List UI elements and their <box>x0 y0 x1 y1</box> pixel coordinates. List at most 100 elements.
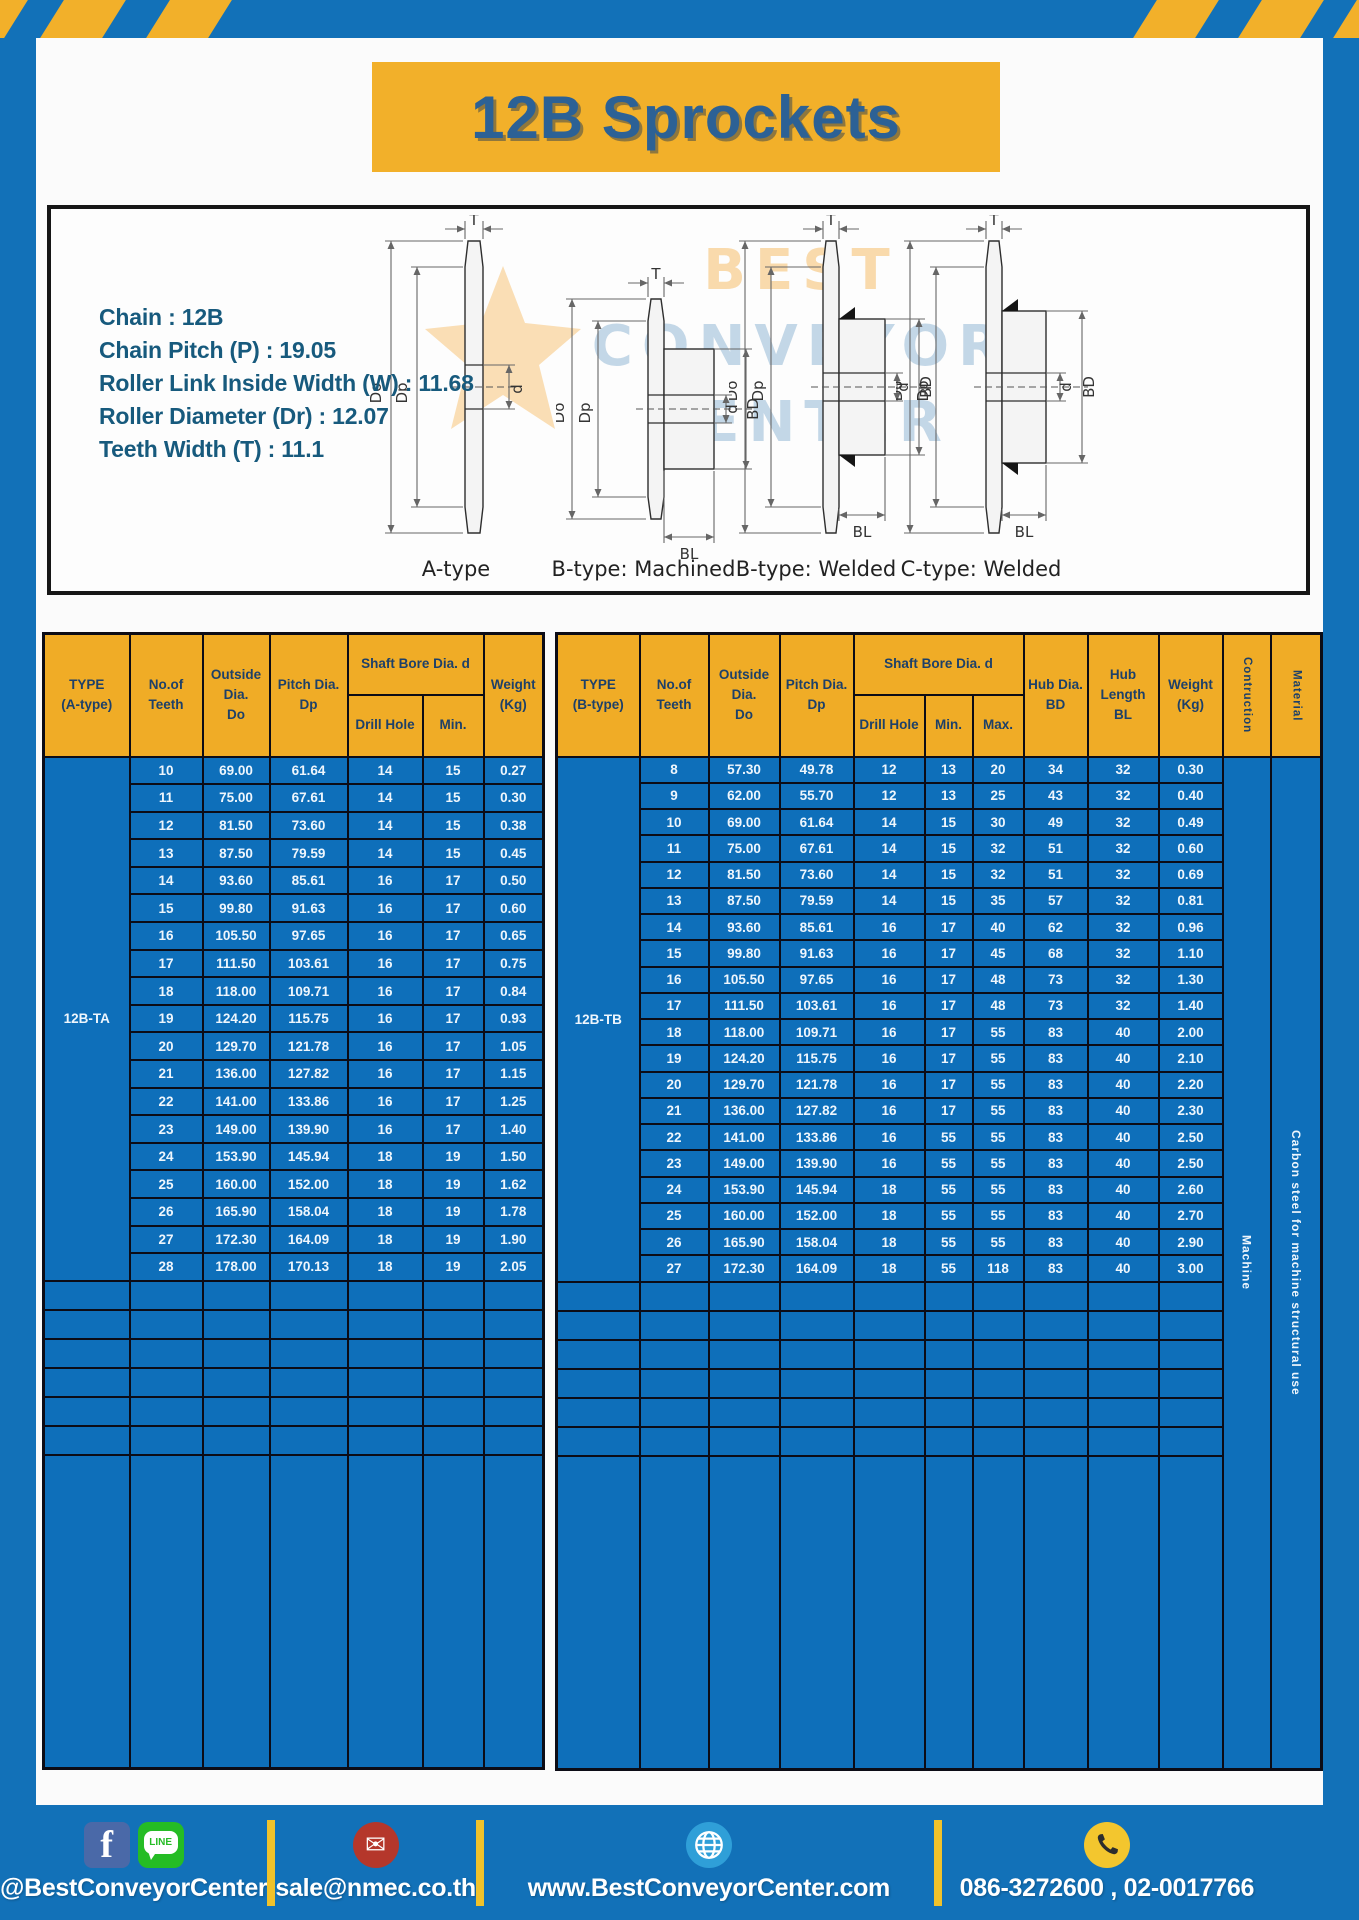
empty-cell <box>971 1396 1025 1428</box>
table-cell: 32 <box>1086 860 1160 889</box>
empty-row <box>42 1279 545 1311</box>
globe-icon[interactable] <box>685 1822 732 1868</box>
table-cell: 73.60 <box>268 810 349 841</box>
facebook-icon[interactable]: f <box>83 1822 130 1868</box>
empty-cell <box>1086 1454 1160 1771</box>
table-row: 23 149.00 139.90 16 55 55 83 40 2.50 <box>557 1149 1322 1178</box>
table-cell: 69.00 <box>707 807 781 837</box>
empty-row <box>555 1280 1322 1312</box>
svg-text:d: d <box>723 404 741 414</box>
table-cell: 13 <box>128 838 204 868</box>
table-cell: 16 <box>852 1044 926 1073</box>
table-cell: 55 <box>923 1254 974 1283</box>
table-cell: 160.00 <box>201 1169 271 1199</box>
col-header-teeth: No.of Teeth <box>128 632 204 758</box>
col-header-drill-hole: Drill Hole <box>852 693 926 758</box>
table-cell: 83 <box>1022 1096 1089 1126</box>
table-cell: 0.60 <box>482 893 545 924</box>
table-cell: 19 <box>128 1003 204 1034</box>
table-row: 11 75.00 67.61 14 15 32 51 32 0.60 <box>557 834 1322 863</box>
table-cell: 19 <box>421 1169 485 1199</box>
diagram-label: C-type: Welded <box>900 557 1062 581</box>
empty-cell <box>482 1337 545 1369</box>
empty-cell <box>42 1308 131 1340</box>
table-cell: 13 <box>638 886 710 916</box>
phone-icon[interactable] <box>1083 1822 1130 1868</box>
empty-cell <box>268 1424 349 1456</box>
empty-cell <box>971 1425 1025 1457</box>
empty-cell <box>346 1279 424 1311</box>
table-cell: 16 <box>852 912 926 942</box>
table-cell: 73 <box>1022 991 1089 1021</box>
table-cell: 129.70 <box>201 1031 271 1062</box>
table-row: 19 124.20 115.75 16 17 55 83 40 2.10 <box>557 1044 1322 1073</box>
table-cell: 12 <box>128 810 204 841</box>
empty-row <box>42 1395 545 1427</box>
spec-line: Chain Pitch (P) : 19.05 <box>99 337 336 363</box>
table-cell: 99.80 <box>201 893 271 924</box>
table-cell: 24 <box>638 1175 710 1204</box>
table-cell: 26 <box>638 1227 710 1257</box>
col-header-material: Material <box>1269 632 1323 758</box>
email-icon[interactable]: ✉ <box>352 1822 399 1868</box>
line-icon[interactable]: LINE <box>137 1822 184 1868</box>
empty-cell <box>482 1308 545 1340</box>
empty-cell <box>346 1308 424 1340</box>
social-group: f LINE @BestConveyorCenter <box>0 1822 268 1903</box>
table-cell: 9 <box>638 781 710 811</box>
table-cell: 25 <box>971 781 1025 811</box>
empty-cell <box>852 1454 926 1771</box>
table-cell: 0.81 <box>1157 886 1224 916</box>
table-cell: 40 <box>1086 1017 1160 1047</box>
table-cell: 139.90 <box>778 1149 855 1178</box>
table-row: 18 118.00 109.71 16 17 0.84 <box>44 976 545 1006</box>
table-row: 26 165.90 158.04 18 19 1.78 <box>44 1197 545 1227</box>
empty-row <box>42 1337 545 1369</box>
table-cell: 105.50 <box>707 965 781 994</box>
table-cell: 0.69 <box>1157 860 1224 889</box>
table-cell: 124.20 <box>201 1003 271 1034</box>
empty-cell <box>1022 1425 1089 1457</box>
table-cell: 16 <box>346 1086 424 1117</box>
empty-cell <box>923 1280 974 1312</box>
empty-cell <box>971 1367 1025 1399</box>
empty-cell <box>201 1395 271 1427</box>
table-cell: 19 <box>638 1044 710 1073</box>
table-cell: 17 <box>128 948 204 979</box>
table-cell: 1.50 <box>482 1141 545 1172</box>
table-cell: 133.86 <box>268 1086 349 1117</box>
table-cell: 48 <box>971 965 1025 994</box>
empty-cell <box>421 1453 485 1770</box>
empty-cell <box>346 1453 424 1770</box>
table-cell: 40 <box>1086 1096 1160 1126</box>
social-handle[interactable]: @BestConveyorCenter <box>0 1874 268 1902</box>
table-cell: 40 <box>1086 1227 1160 1257</box>
table-cell: 18 <box>638 1017 710 1047</box>
table-cell: 32 <box>1086 781 1160 811</box>
table-cell: 27 <box>128 1224 204 1255</box>
phone-numbers[interactable]: 086-3272600 , 02-0017766 <box>959 1874 1255 1902</box>
col-header-drill-hole: Drill Hole <box>346 693 424 758</box>
b-type-welded-diagram: T Do Dp d BD BL <box>729 215 934 541</box>
empty-cell <box>852 1280 926 1312</box>
table-cell: 15 <box>923 860 974 889</box>
empty-cell <box>201 1453 271 1770</box>
table-cell: 2.10 <box>1157 1044 1224 1073</box>
table-cell: 15 <box>638 939 710 968</box>
table-cell: 17 <box>421 893 485 924</box>
table-cell: 141.00 <box>707 1122 781 1152</box>
table-cell: 149.00 <box>707 1149 781 1178</box>
empty-cell <box>128 1279 204 1311</box>
table-cell: 55 <box>923 1175 974 1204</box>
table-cell: 16 <box>852 939 926 968</box>
table-cell: 16 <box>346 948 424 979</box>
empty-cell <box>1022 1338 1089 1370</box>
table-row: 24 153.90 145.94 18 19 1.50 <box>44 1141 545 1172</box>
table-row: 25 160.00 152.00 18 19 1.62 <box>44 1169 545 1199</box>
website-url[interactable]: www.BestConveyorCenter.com <box>527 1874 891 1902</box>
email-address[interactable]: sale@nmec.co.th <box>275 1874 476 1902</box>
table-cell: 40 <box>1086 1070 1160 1099</box>
table-cell: 11 <box>638 834 710 863</box>
table-row: 12 81.50 73.60 14 15 0.38 <box>44 810 545 841</box>
